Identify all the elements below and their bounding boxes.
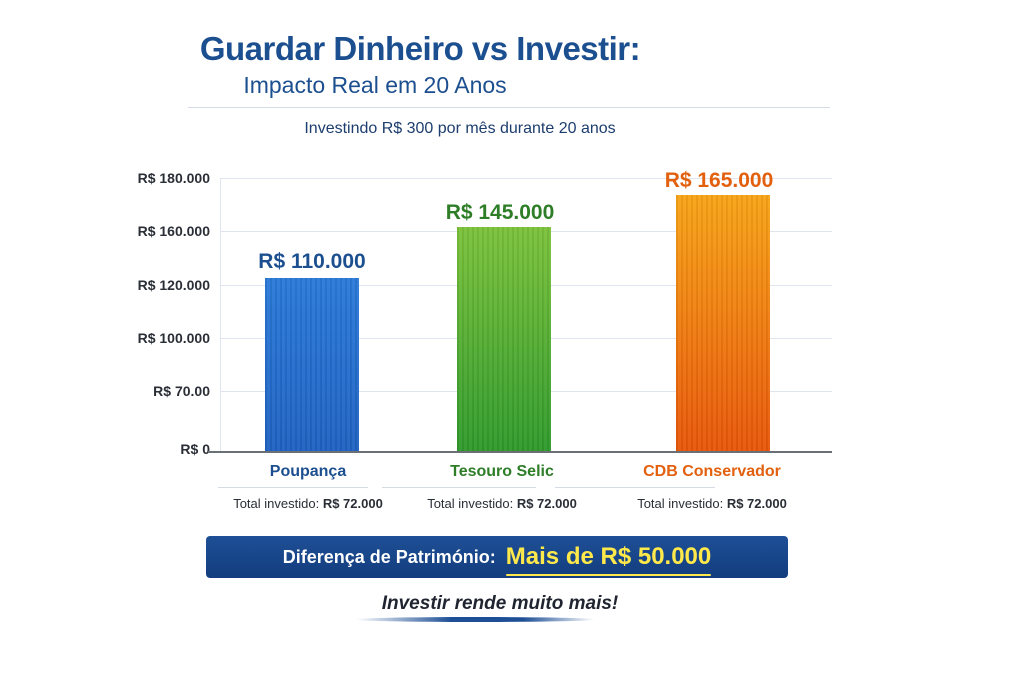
total-invested-label: Total investido: <box>233 496 320 511</box>
total-invested-value: R$ 72.000 <box>322 496 383 511</box>
total-invested-label: Total investido: <box>637 496 724 511</box>
total-invested: Total investido: R$ 72.000 <box>208 496 408 512</box>
category-divider <box>382 487 536 488</box>
tagline-swoosh <box>355 617 595 622</box>
bar-tesouro-selic <box>457 227 551 452</box>
total-invested-label: Total investido: <box>427 496 514 511</box>
bar-value-label: R$ 110.000 <box>258 250 366 273</box>
y-tick-label: R$ 70.00 <box>153 383 210 399</box>
y-tick-label: R$ 180.000 <box>137 170 210 186</box>
banner-label: Diferença de Património: <box>282 546 496 567</box>
y-tick-label: R$ 120.000 <box>137 277 210 293</box>
y-tick-label: R$ 160.000 <box>137 223 210 239</box>
bar-cdb-conservador <box>676 195 770 452</box>
total-invested: Total investido: R$ 72.000 <box>402 496 602 512</box>
plot-area <box>220 178 833 452</box>
category-divider <box>218 487 368 488</box>
x-axis-baseline <box>208 451 832 453</box>
banner-value: Mais de R$ 50.000 <box>505 543 712 576</box>
gridline-180k <box>220 178 832 179</box>
chart-caption: Investindo R$ 300 por mês durante 20 ano… <box>304 120 616 137</box>
category-divider <box>555 487 715 488</box>
y-tick-label: R$ 100.000 <box>137 330 210 346</box>
total-invested-value: R$ 72.000 <box>516 496 577 511</box>
category-label: CDB Conservador <box>643 463 781 480</box>
y-tick-label: R$ 0 <box>180 441 210 457</box>
bar-value-label: R$ 165.000 <box>664 169 774 192</box>
total-invested: Total investido: R$ 72.000 <box>612 496 812 512</box>
chart-title: Guardar Dinheiro vs Investir: <box>199 30 641 67</box>
total-invested-value: R$ 72.000 <box>726 496 787 511</box>
title-divider <box>188 107 830 108</box>
category-label: Poupança <box>269 463 347 480</box>
bar-value-label: R$ 145.000 <box>445 201 555 224</box>
tagline: Investir rende muito mais! <box>381 593 619 614</box>
bar-poupanca <box>265 278 359 452</box>
difference-banner: Diferença de Património: Mais de R$ 50.0… <box>206 536 788 578</box>
category-label: Tesouro Selic <box>450 463 554 480</box>
chart-subtitle: Impacto Real em 20 Anos <box>243 72 507 98</box>
